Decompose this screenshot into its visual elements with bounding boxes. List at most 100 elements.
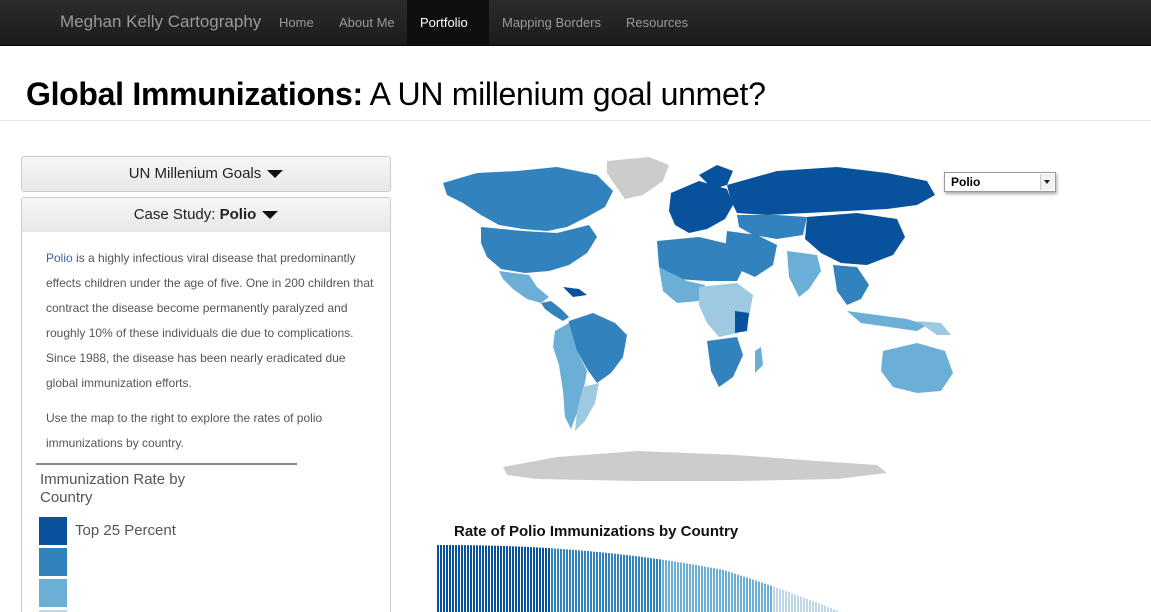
map-brazil[interactable] — [567, 313, 627, 383]
country-bar[interactable] — [794, 594, 796, 612]
country-bar[interactable] — [605, 552, 607, 612]
map-east-africa[interactable] — [735, 311, 749, 333]
country-bar[interactable] — [725, 570, 727, 612]
country-bar[interactable] — [569, 549, 571, 612]
country-bar[interactable] — [692, 564, 694, 612]
country-bar[interactable] — [575, 550, 577, 612]
country-bar[interactable] — [476, 545, 478, 612]
country-bar[interactable] — [632, 555, 634, 612]
accordion-case-study[interactable]: Case Study: Polio — [21, 197, 391, 233]
country-bar[interactable] — [602, 552, 604, 612]
country-bar[interactable] — [623, 554, 625, 612]
country-bar[interactable] — [452, 545, 454, 612]
nav-portfolio[interactable]: Portfolio — [407, 0, 489, 71]
country-bar[interactable] — [737, 574, 739, 612]
country-bar[interactable] — [743, 576, 745, 612]
map-central-america[interactable] — [541, 301, 569, 321]
country-bar[interactable] — [809, 599, 811, 612]
country-bar[interactable] — [830, 608, 832, 612]
country-bar[interactable] — [455, 545, 457, 612]
map-north-africa[interactable] — [657, 237, 745, 281]
country-bar[interactable] — [806, 598, 808, 612]
country-bar[interactable] — [695, 564, 697, 612]
country-bar[interactable] — [689, 563, 691, 612]
country-bar[interactable] — [728, 571, 730, 612]
country-bar[interactable] — [833, 609, 835, 612]
country-bar[interactable] — [482, 545, 484, 612]
country-bar[interactable] — [668, 560, 670, 612]
nav-resources[interactable]: Resources — [626, 15, 689, 30]
map-antarctica[interactable] — [503, 451, 887, 481]
country-bar[interactable] — [671, 561, 673, 612]
country-bar[interactable] — [614, 553, 616, 612]
country-bar[interactable] — [473, 545, 475, 612]
country-bar[interactable] — [707, 567, 709, 612]
immunization-bar-chart[interactable] — [437, 545, 897, 612]
country-bar[interactable] — [659, 559, 661, 612]
country-bar[interactable] — [800, 596, 802, 612]
country-bar[interactable] — [566, 549, 568, 612]
country-bar[interactable] — [641, 556, 643, 612]
map-india[interactable] — [787, 251, 821, 297]
country-bar[interactable] — [578, 550, 580, 612]
country-bar[interactable] — [461, 545, 463, 612]
country-bar[interactable] — [596, 551, 598, 612]
country-bar[interactable] — [491, 545, 493, 612]
country-bar[interactable] — [704, 566, 706, 612]
country-bar[interactable] — [617, 554, 619, 612]
map-usa[interactable] — [481, 225, 597, 273]
country-bar[interactable] — [698, 565, 700, 612]
brand-link[interactable]: Meghan Kelly Cartography — [60, 12, 262, 31]
country-bar[interactable] — [701, 566, 703, 612]
country-bar[interactable] — [599, 552, 601, 612]
country-bar[interactable] — [803, 597, 805, 612]
map-andes[interactable] — [553, 323, 587, 429]
accordion-un-millenium-goals[interactable]: UN Millenium Goals — [21, 156, 391, 192]
country-bar[interactable] — [710, 567, 712, 612]
country-bar[interactable] — [536, 547, 538, 612]
country-bar[interactable] — [515, 546, 517, 612]
country-bar[interactable] — [629, 555, 631, 612]
country-bar[interactable] — [620, 554, 622, 612]
country-bar[interactable] — [824, 605, 826, 612]
country-bar[interactable] — [788, 592, 790, 612]
country-bar[interactable] — [686, 563, 688, 612]
map-west-africa[interactable] — [659, 267, 705, 303]
country-bar[interactable] — [449, 545, 451, 612]
country-bar[interactable] — [773, 586, 775, 612]
country-bar[interactable] — [440, 545, 442, 612]
country-bar[interactable] — [713, 568, 715, 612]
country-bar[interactable] — [821, 604, 823, 612]
country-bar[interactable] — [557, 548, 559, 612]
country-bar[interactable] — [521, 546, 523, 612]
country-bar[interactable] — [506, 546, 508, 612]
country-bar[interactable] — [836, 610, 838, 612]
country-bar[interactable] — [731, 572, 733, 612]
country-bar[interactable] — [752, 579, 754, 612]
country-bar[interactable] — [545, 547, 547, 612]
country-bar[interactable] — [572, 549, 574, 612]
disease-dropdown[interactable]: Polio — [944, 172, 1056, 192]
country-bar[interactable] — [503, 545, 505, 612]
country-bar[interactable] — [524, 546, 526, 612]
country-bar[interactable] — [560, 548, 562, 612]
country-bar[interactable] — [593, 551, 595, 612]
country-bar[interactable] — [662, 559, 664, 612]
map-russia[interactable] — [727, 167, 935, 215]
country-bar[interactable] — [590, 551, 592, 612]
country-bar[interactable] — [464, 545, 466, 612]
country-bar[interactable] — [548, 548, 550, 612]
country-bar[interactable] — [782, 589, 784, 612]
country-bar[interactable] — [758, 581, 760, 612]
country-bar[interactable] — [734, 573, 736, 612]
map-europe[interactable] — [669, 181, 733, 233]
country-bar[interactable] — [587, 551, 589, 612]
country-bar[interactable] — [716, 568, 718, 612]
country-bar[interactable] — [467, 545, 469, 612]
country-bar[interactable] — [746, 577, 748, 612]
country-bar[interactable] — [551, 548, 553, 612]
map-china[interactable] — [805, 213, 905, 265]
country-bar[interactable] — [533, 547, 535, 612]
country-bar[interactable] — [638, 556, 640, 612]
country-bar[interactable] — [797, 595, 799, 612]
